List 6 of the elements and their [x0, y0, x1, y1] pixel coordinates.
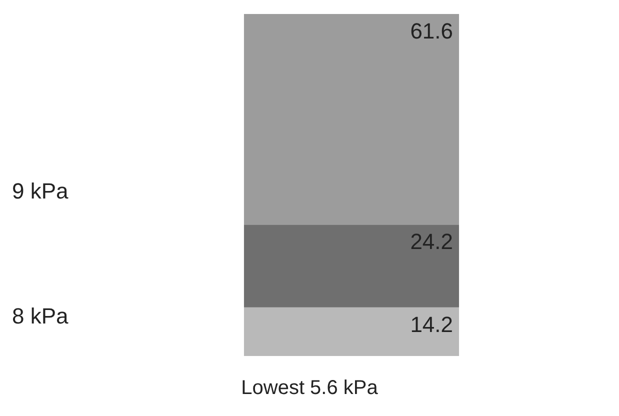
data-label: 61.6: [410, 18, 454, 44]
text: 8 kPa: [12, 304, 70, 328]
text: Lowest 5.6 kPa: [241, 377, 379, 399]
text: 9 kPa: [12, 178, 70, 204]
data-label: 24.2: [410, 229, 454, 254]
data-label: 14.2: [410, 312, 454, 337]
